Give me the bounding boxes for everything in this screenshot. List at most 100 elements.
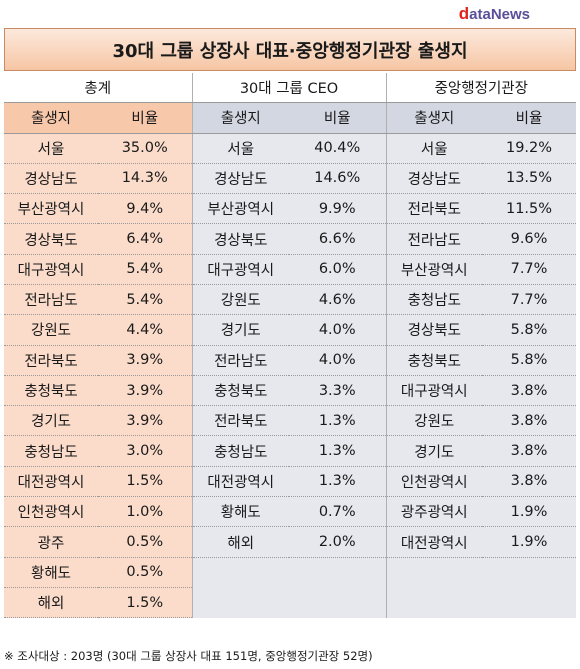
total-place-cell: 경기도 (4, 405, 98, 437)
agency-place-cell: 경상북도 (385, 314, 483, 346)
total-ratio-cell: 1.0% (98, 496, 192, 528)
agency-place-cell: 인천광역시 (385, 466, 483, 498)
ceo-ratio-cell: 4.0% (289, 345, 387, 376)
agency-place-cell: 광주광역시 (385, 496, 483, 528)
total-place-cell: 대구광역시 (4, 254, 98, 285)
table-row: 충청남도 3.0% 충청남도 1.3% 경기도 3.8% (4, 435, 577, 467)
logo-news: News (490, 6, 530, 23)
agency-ratio-cell: 11.5% (482, 193, 577, 225)
total-ratio-cell: 3.9% (98, 345, 192, 376)
total-ratio-cell: 5.4% (98, 254, 192, 285)
total-ratio-cell: 1.5% (98, 587, 192, 619)
agency-ratio-cell: 5.8% (482, 314, 577, 346)
table-row: 전라남도 5.4% 강원도 4.6% 충청남도 7.7% (4, 284, 577, 316)
ceo-place-cell: 대전광역시 (191, 466, 289, 498)
total-ratio-cell: 3.9% (98, 375, 192, 407)
total-ratio-cell: 0.5% (98, 557, 192, 588)
table-row: 경상북도 6.4% 경상북도 6.6% 전라남도 9.6% (4, 223, 577, 255)
ceo-ratio-header: 비율 (289, 102, 387, 134)
ceo-place-cell: 경기도 (191, 314, 289, 346)
ceo-place-cell: 충청남도 (191, 435, 289, 467)
agency-ratio-cell: 3.8% (482, 466, 577, 498)
group-header-row: 총계 30대 그룹 CEO 중앙행정기관장 (4, 73, 577, 103)
agency-place-cell: 강원도 (385, 405, 483, 437)
ceo-place-cell: 강원도 (191, 284, 289, 316)
agency-place-cell: 서울 (385, 133, 483, 164)
agency-ratio-cell: 7.7% (482, 284, 577, 316)
total-place-cell: 서울 (4, 133, 98, 164)
group-total-header: 총계 (4, 73, 192, 103)
agency-ratio-header: 비율 (482, 102, 577, 134)
agency-place-cell: 경기도 (385, 435, 483, 467)
table-row: 대구광역시 5.4% 대구광역시 6.0% 부산광역시 7.7% (4, 254, 577, 285)
ceo-ratio-cell: 0.7% (289, 496, 387, 528)
ceo-place-cell: 전라남도 (191, 345, 289, 376)
ceo-place-cell: 서울 (191, 133, 289, 164)
total-place-cell: 경상북도 (4, 223, 98, 255)
agency-place-cell: 충청북도 (385, 345, 483, 376)
datanews-logo: d ata News (459, 4, 530, 26)
agency-ratio-cell: 3.8% (482, 435, 577, 467)
ceo-ratio-cell: 3.3% (289, 375, 387, 407)
ceo-place-cell: 전라북도 (191, 405, 289, 437)
total-ratio-cell: 4.4% (98, 314, 192, 346)
ceo-place-cell: 대구광역시 (191, 254, 289, 285)
total-place-cell: 충청남도 (4, 435, 98, 467)
ceo-place-header: 출생지 (191, 102, 289, 134)
ceo-ratio-cell: 4.0% (289, 314, 387, 346)
agency-place-header: 출생지 (385, 102, 483, 134)
birthplace-table: 총계 30대 그룹 CEO 중앙행정기관장 출생지 비율 출생지 비율 출생지 … (4, 73, 577, 619)
agency-empty-cell (482, 557, 577, 588)
total-ratio-header: 비율 (98, 102, 192, 134)
total-ratio-cell: 3.9% (98, 405, 192, 437)
agency-empty-cell (385, 587, 483, 618)
ceo-ratio-cell: 9.9% (289, 193, 387, 225)
ceo-ratio-cell: 14.6% (289, 163, 387, 195)
ceo-place-cell: 해외 (191, 526, 289, 558)
ceo-ratio-cell: 1.3% (289, 405, 387, 437)
total-ratio-cell: 35.0% (98, 133, 192, 164)
ceo-ratio-cell: 1.3% (289, 435, 387, 467)
ceo-empty-cell (191, 587, 289, 618)
ceo-ratio-cell: 40.4% (289, 133, 387, 164)
ceo-ratio-cell: 4.6% (289, 284, 387, 316)
agency-ratio-cell: 7.7% (482, 254, 577, 285)
total-place-cell: 해외 (4, 587, 98, 619)
agency-ratio-cell: 3.8% (482, 375, 577, 407)
agency-ratio-cell: 19.2% (482, 133, 577, 164)
ceo-ratio-cell: 6.0% (289, 254, 387, 285)
total-ratio-cell: 9.4% (98, 193, 192, 225)
agency-ratio-cell: 3.8% (482, 405, 577, 437)
total-place-cell: 경상남도 (4, 163, 98, 195)
agency-empty-cell (385, 557, 483, 588)
table-row: 서울 35.0% 서울 40.4% 서울 19.2% (4, 133, 577, 164)
agency-place-cell: 부산광역시 (385, 254, 483, 285)
group-ceo-header: 30대 그룹 CEO (191, 73, 387, 103)
ceo-place-cell: 경상북도 (191, 223, 289, 255)
subheader-row: 출생지 비율 출생지 비율 출생지 비율 (4, 102, 577, 134)
total-place-header: 출생지 (4, 102, 98, 134)
table-title: 30대 그룹 상장사 대표·중앙행정기관장 출생지 (4, 28, 576, 71)
footnote: ※ 조사대상 : 203명 (30대 그룹 상장사 대표 151명, 중앙행정기… (4, 649, 373, 663)
agency-ratio-cell: 1.9% (482, 496, 577, 528)
total-place-cell: 인천광역시 (4, 496, 98, 528)
ceo-empty-cell (289, 587, 387, 618)
ceo-place-cell: 경상남도 (191, 163, 289, 195)
table-row: 전라북도 3.9% 전라남도 4.0% 충청북도 5.8% (4, 345, 577, 376)
ceo-place-cell: 황해도 (191, 496, 289, 528)
agency-place-cell: 전라북도 (385, 193, 483, 225)
agency-ratio-cell: 1.9% (482, 526, 577, 558)
agency-ratio-cell: 9.6% (482, 223, 577, 255)
table-row: 강원도 4.4% 경기도 4.0% 경상북도 5.8% (4, 314, 577, 346)
table-row: 광주 0.5% 해외 2.0% 대전광역시 1.9% (4, 526, 577, 558)
agency-empty-cell (482, 587, 577, 618)
total-place-cell: 전라남도 (4, 284, 98, 316)
agency-place-cell: 대전광역시 (385, 526, 483, 558)
ceo-place-cell: 충청북도 (191, 375, 289, 407)
table-row: 황해도 0.5% (4, 557, 577, 588)
agency-ratio-cell: 5.8% (482, 345, 577, 376)
agency-place-cell: 경상남도 (385, 163, 483, 195)
ceo-empty-cell (289, 557, 387, 588)
total-ratio-cell: 0.5% (98, 526, 192, 558)
total-place-cell: 부산광역시 (4, 193, 98, 225)
